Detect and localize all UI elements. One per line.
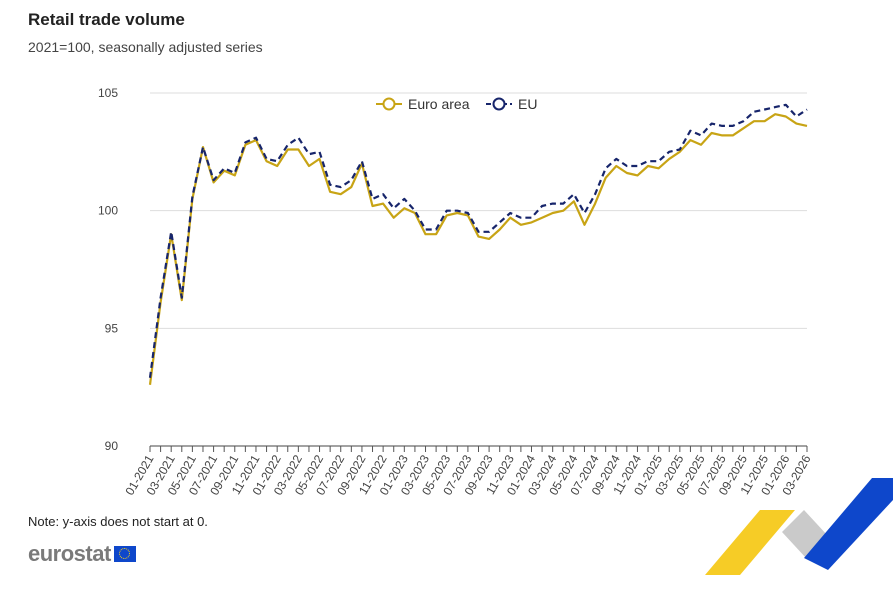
y-tick-label: 100 xyxy=(98,204,118,218)
chart-title: Retail trade volume xyxy=(28,10,185,29)
series-line-eu[interactable] xyxy=(148,103,808,378)
legend-marker-icon xyxy=(382,97,396,111)
y-axis-ticks: 90 95 100 105 xyxy=(98,86,118,453)
corner-blue-stripe xyxy=(804,478,893,570)
y-tick-label: 105 xyxy=(98,86,118,100)
series-lines xyxy=(148,103,808,385)
grid-lines xyxy=(150,92,807,447)
legend[interactable]: Euro area EU xyxy=(376,96,537,112)
logo-text: eurostat xyxy=(28,541,111,566)
decorative-corner-icon xyxy=(705,478,893,575)
series-line-euro-area[interactable] xyxy=(148,113,808,385)
eu-flag-icon xyxy=(113,546,136,562)
footnote: Note: y-axis does not start at 0. xyxy=(28,514,208,529)
legend-label: Euro area xyxy=(408,96,470,112)
legend-item-euro-area[interactable]: Euro area xyxy=(376,96,470,112)
corner-yellow-stripe xyxy=(705,510,795,575)
legend-label: EU xyxy=(518,96,537,112)
eurostat-logo: eurostat xyxy=(28,541,136,567)
legend-marker-icon xyxy=(492,97,506,111)
y-tick-label: 90 xyxy=(105,439,119,453)
legend-item-eu[interactable]: EU xyxy=(486,96,537,112)
y-tick-label: 95 xyxy=(105,321,119,335)
chart-subtitle: 2021=100, seasonally adjusted series xyxy=(28,39,263,55)
